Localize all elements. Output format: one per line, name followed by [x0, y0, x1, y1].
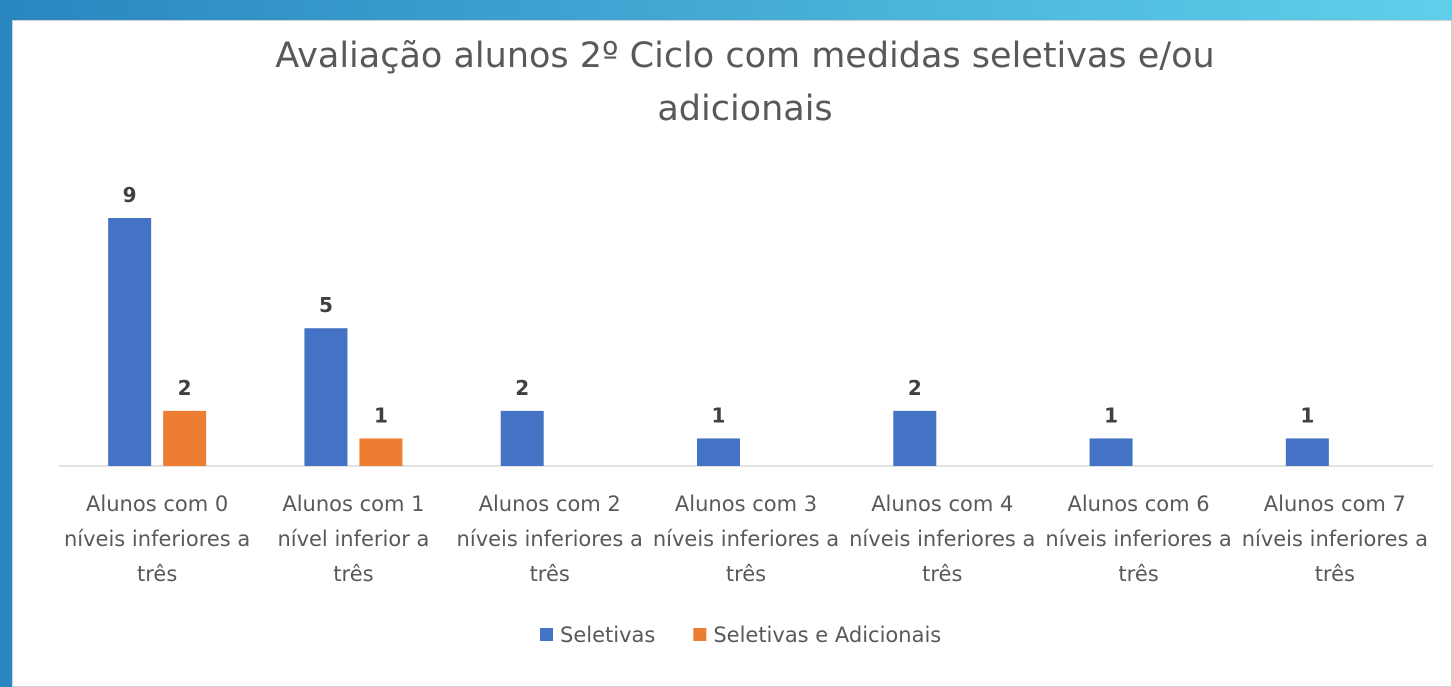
legend-swatch — [540, 628, 553, 641]
value-label: 1 — [374, 403, 388, 427]
x-tick-label: Alunos com 6 níveis inferiores a três — [1045, 492, 1232, 586]
legend-swatch — [693, 628, 707, 641]
bar — [1285, 438, 1329, 466]
value-label: 2 — [908, 376, 922, 400]
bar — [893, 410, 937, 466]
value-label: 1 — [1104, 403, 1118, 427]
value-label: 1 — [1300, 403, 1314, 427]
value-label: 5 — [319, 293, 333, 317]
bar — [359, 438, 403, 466]
bar — [500, 410, 544, 466]
chart-title: Avaliação alunos 2º Ciclo com medidas se… — [275, 36, 1215, 129]
x-tick-label: Alunos com 1 nível inferior a três — [277, 492, 430, 586]
value-label: 2 — [515, 376, 529, 400]
legend-label: Seletivas e Adicionais — [713, 623, 941, 647]
bar — [697, 438, 740, 466]
x-tick-label: Alunos com 7 níveis inferiores a três — [1241, 492, 1428, 586]
value-label: 2 — [178, 376, 192, 400]
x-tick-label: Alunos com 4 níveis inferiores a três — [849, 492, 1036, 586]
x-tick-label: Alunos com 0 níveis inferiores a três — [63, 492, 251, 586]
value-label: 1 — [712, 403, 726, 427]
value-label: 9 — [123, 183, 137, 207]
bar — [304, 328, 348, 466]
x-tick-label: Alunos com 3 níveis inferiores a três — [652, 492, 840, 586]
chart-panel — [12, 20, 1452, 687]
x-tick-label: Alunos com 2 níveis inferiores a três — [456, 492, 643, 586]
bar — [108, 218, 152, 466]
legend-label: Seletivas — [560, 623, 655, 647]
bar — [163, 410, 207, 466]
bar — [1089, 438, 1133, 466]
